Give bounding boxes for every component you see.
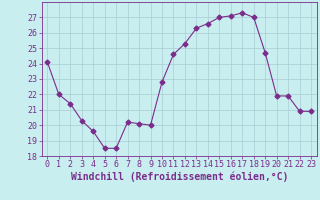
X-axis label: Windchill (Refroidissement éolien,°C): Windchill (Refroidissement éolien,°C) xyxy=(70,172,288,182)
